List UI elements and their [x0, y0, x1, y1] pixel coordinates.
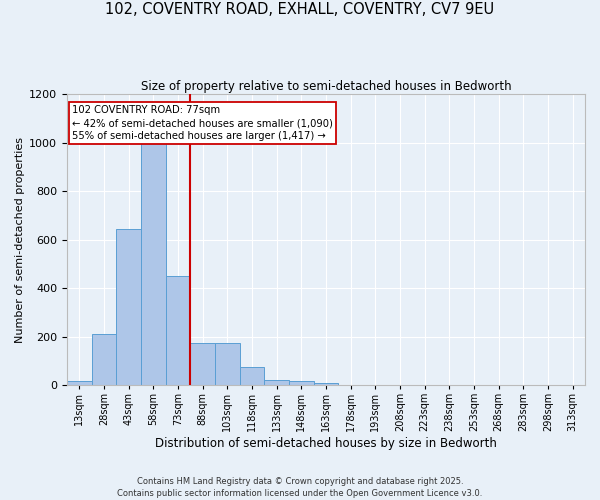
Bar	[166, 276, 190, 385]
Bar	[116, 228, 141, 385]
Bar	[289, 382, 314, 385]
Y-axis label: Number of semi-detached properties: Number of semi-detached properties	[15, 136, 25, 342]
Bar	[190, 342, 215, 385]
Bar	[215, 342, 239, 385]
Bar	[265, 380, 289, 385]
Bar	[92, 334, 116, 385]
Text: Contains HM Land Registry data © Crown copyright and database right 2025.
Contai: Contains HM Land Registry data © Crown c…	[118, 476, 482, 498]
Bar	[314, 382, 338, 385]
Title: Size of property relative to semi-detached houses in Bedworth: Size of property relative to semi-detach…	[140, 80, 511, 93]
Text: 102 COVENTRY ROAD: 77sqm
← 42% of semi-detached houses are smaller (1,090)
55% o: 102 COVENTRY ROAD: 77sqm ← 42% of semi-d…	[72, 105, 333, 142]
Bar	[141, 142, 166, 385]
Bar	[239, 367, 265, 385]
Text: 102, COVENTRY ROAD, EXHALL, COVENTRY, CV7 9EU: 102, COVENTRY ROAD, EXHALL, COVENTRY, CV…	[106, 2, 494, 18]
X-axis label: Distribution of semi-detached houses by size in Bedworth: Distribution of semi-detached houses by …	[155, 437, 497, 450]
Bar	[67, 382, 92, 385]
